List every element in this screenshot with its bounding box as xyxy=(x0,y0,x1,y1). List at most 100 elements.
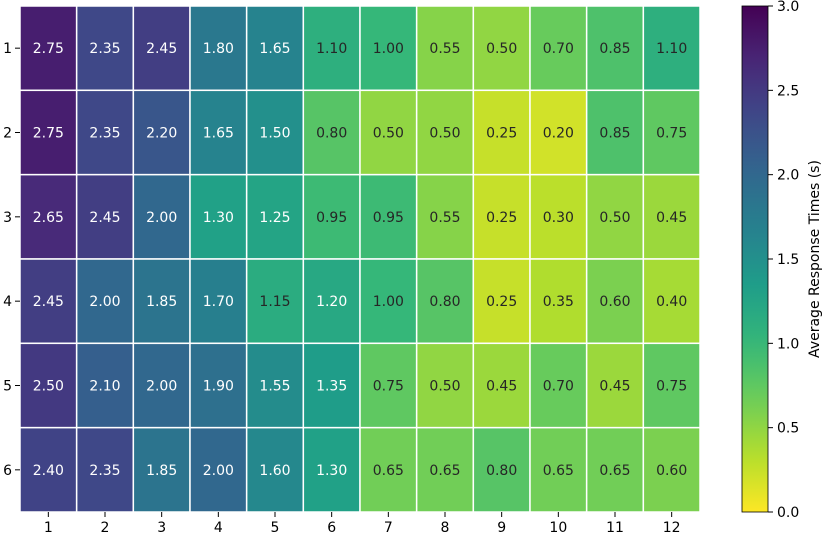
heatmap-cell xyxy=(302,89,361,176)
cell-value-label: 2.20 xyxy=(146,126,177,142)
heatmap-cell xyxy=(75,5,135,92)
heatmap-cell xyxy=(472,89,531,176)
y-tick-label: 4 xyxy=(3,294,12,310)
heatmap-cell xyxy=(585,89,645,176)
cell-value-label: 0.60 xyxy=(656,463,687,479)
heatmap-cell xyxy=(359,258,418,345)
cell-value-label: 2.00 xyxy=(146,379,177,395)
x-tick-label: 1 xyxy=(44,520,53,536)
colorbar-tick-label: 2.0 xyxy=(777,168,799,184)
x-tick-label: 3 xyxy=(157,520,166,536)
cell-value-label: 0.45 xyxy=(599,379,630,395)
x-tick-label: 8 xyxy=(441,520,450,536)
y-tick-label: 5 xyxy=(3,379,12,395)
heatmap-cell xyxy=(642,89,701,176)
cell-value-label: 2.00 xyxy=(89,294,120,310)
cell-value-label: 0.25 xyxy=(486,294,517,310)
cell-value-label: 0.85 xyxy=(599,41,630,57)
x-tick-label: 6 xyxy=(327,520,336,536)
heatmap-cell xyxy=(132,342,191,429)
cell-value-label: 2.45 xyxy=(89,210,120,226)
heatmap-cell xyxy=(245,89,305,176)
heatmap-cell xyxy=(529,89,588,176)
heatmap-cells: 2.75 2.35 2.45 1.80 1.65 1.10 1.00 0.55 0.50 0.70… xyxy=(19,5,701,513)
heatmap-cell xyxy=(75,342,135,429)
cell-value-label: 1.85 xyxy=(146,463,177,479)
x-tick-label: 7 xyxy=(384,520,393,536)
heatmap-cell xyxy=(415,5,475,92)
cell-value-label: 2.35 xyxy=(89,41,120,57)
colorbar-label: Average Response Times (s) xyxy=(807,160,823,358)
cell-value-label: 2.75 xyxy=(33,41,64,57)
heatmap-cell xyxy=(415,342,475,429)
cell-value-label: 0.45 xyxy=(486,379,517,395)
cell-value-label: 0.85 xyxy=(599,126,630,142)
cell-value-label: 0.25 xyxy=(486,210,517,226)
cell-value-label: 1.10 xyxy=(316,41,347,57)
cell-value-label: 2.40 xyxy=(33,463,64,479)
cell-value-label: 1.50 xyxy=(259,126,290,142)
cell-value-label: 0.55 xyxy=(429,210,460,226)
cell-value-label: 0.75 xyxy=(373,379,404,395)
heatmap-cell xyxy=(75,89,135,176)
cell-value-label: 0.50 xyxy=(599,210,630,226)
cell-value-label: 1.80 xyxy=(203,41,234,57)
cell-value-label: 1.90 xyxy=(203,379,234,395)
cell-value-label: 1.60 xyxy=(259,463,290,479)
cell-value-label: 0.20 xyxy=(543,126,574,142)
y-tick-label: 3 xyxy=(3,210,12,226)
cell-value-label: 2.50 xyxy=(33,379,64,395)
cell-value-label: 2.10 xyxy=(89,379,120,395)
heatmap-cell xyxy=(245,342,305,429)
x-tick-label: 9 xyxy=(497,520,506,536)
cell-value-label: 0.40 xyxy=(656,294,687,310)
heatmap-cell xyxy=(642,258,701,345)
cell-value-label: 0.50 xyxy=(429,126,460,142)
cell-value-label: 1.65 xyxy=(203,126,234,142)
cell-value-label: 1.65 xyxy=(259,41,290,57)
cell-value-label: 0.50 xyxy=(373,126,404,142)
cell-value-label: 1.30 xyxy=(203,210,234,226)
colorbar-tick-label: 2.5 xyxy=(777,83,799,99)
cell-value-label: 0.70 xyxy=(543,379,574,395)
cell-value-label: 0.70 xyxy=(543,41,574,57)
colorbar-tick-label: 0.0 xyxy=(777,505,799,521)
heatmap-cell xyxy=(19,342,78,429)
cell-value-label: 0.30 xyxy=(543,210,574,226)
x-tick-label: 10 xyxy=(549,520,567,536)
cell-value-label: 2.35 xyxy=(89,463,120,479)
cell-value-label: 0.95 xyxy=(373,210,404,226)
heatmap-cell xyxy=(245,173,305,260)
heatmap-cell xyxy=(529,426,588,513)
cell-value-label: 0.80 xyxy=(429,294,460,310)
cell-value-label: 2.45 xyxy=(33,294,64,310)
heatmap-cell xyxy=(19,426,78,513)
cell-value-label: 0.65 xyxy=(429,463,460,479)
cell-value-label: 0.60 xyxy=(599,294,630,310)
cell-value-label: 1.55 xyxy=(259,379,290,395)
heatmap-cell xyxy=(529,258,588,345)
heatmap-cell xyxy=(359,342,418,429)
cell-value-label: 1.10 xyxy=(656,41,687,57)
cell-value-label: 2.00 xyxy=(203,463,234,479)
colorbar-tick-label: 1.5 xyxy=(777,252,799,268)
cell-value-label: 0.65 xyxy=(543,463,574,479)
colorbar-tick-label: 0.5 xyxy=(777,421,799,437)
x-tick-label: 2 xyxy=(101,520,110,536)
colorbar-tick-label: 3.0 xyxy=(777,0,799,15)
x-axis: 1 2 3 4 5 6 7 8 9 10 11 12 xyxy=(44,512,681,536)
y-tick-label: 2 xyxy=(3,126,12,142)
heatmap-cell xyxy=(132,173,191,260)
cell-value-label: 2.45 xyxy=(146,41,177,57)
cell-value-label: 0.55 xyxy=(429,41,460,57)
heatmap-cell xyxy=(642,426,701,513)
heatmap-cell xyxy=(359,426,418,513)
heatmap-cell xyxy=(302,426,361,513)
cell-value-label: 0.75 xyxy=(656,126,687,142)
heatmap-cell xyxy=(132,258,191,345)
cell-value-label: 1.15 xyxy=(259,294,290,310)
heatmap-cell xyxy=(302,5,361,92)
x-tick-label: 4 xyxy=(214,520,223,536)
heatmap-cell xyxy=(189,89,248,176)
